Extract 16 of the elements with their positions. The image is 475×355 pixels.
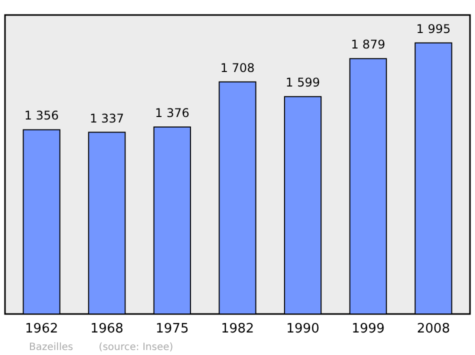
text: (source: Insee) xyxy=(98,342,174,353)
x-tick-label: 1999 xyxy=(352,322,385,336)
x-tick-label: 1968 xyxy=(90,322,124,336)
x-tick-label: 1990 xyxy=(286,322,320,336)
data-label: 1 376 xyxy=(155,106,190,120)
x-tick-label: 1975 xyxy=(156,322,189,336)
data-label: 1 337 xyxy=(90,111,124,126)
x-tick-label: 1982 xyxy=(220,322,254,336)
x-tick-label: 1962 xyxy=(25,322,58,336)
data-label: 1 708 xyxy=(220,60,255,75)
x-tick-label: 2008 xyxy=(416,322,450,336)
text: Bazeilles xyxy=(29,342,74,353)
data-label: 1 356 xyxy=(24,108,59,123)
data-label: 1 599 xyxy=(286,76,320,90)
data-label: 1 995 xyxy=(416,22,451,36)
data-label: 1 879 xyxy=(350,38,386,52)
